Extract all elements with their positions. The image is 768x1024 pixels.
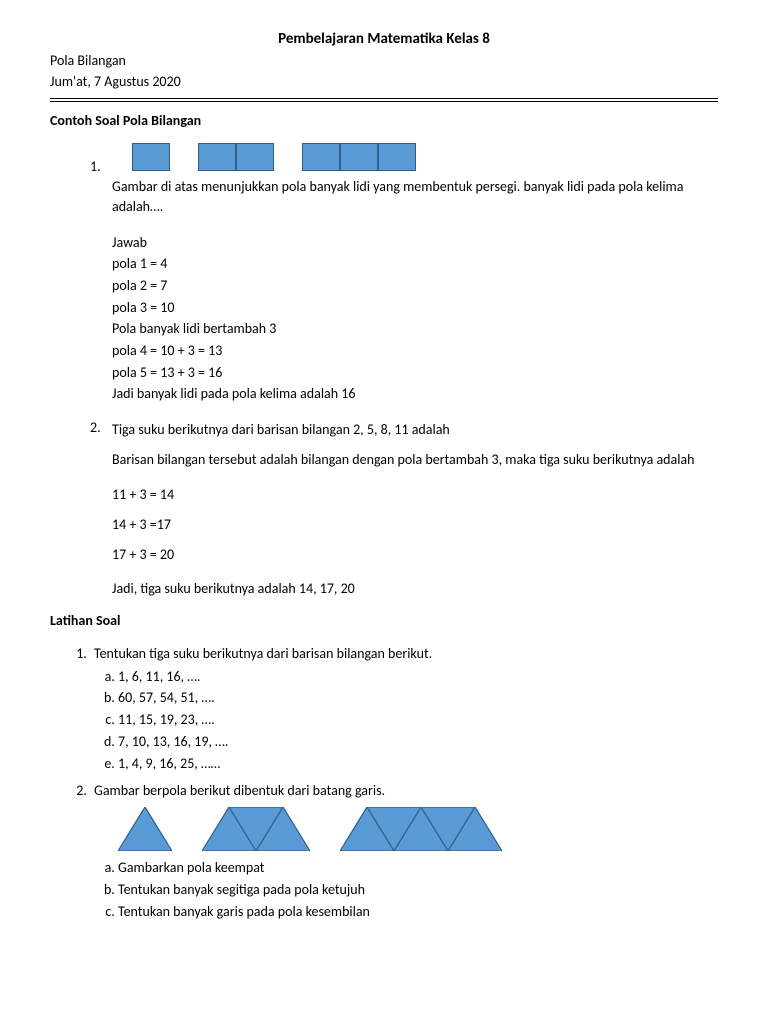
- latihan-q1-text: Tentukan tiga suku berikutnya dari baris…: [94, 645, 432, 662]
- list-item: 7, 10, 13, 16, 19, ….: [118, 731, 718, 753]
- square: [378, 143, 416, 171]
- list-item: Gambarkan pola keempat: [118, 857, 718, 879]
- answer-line: Pola banyak lidi bertambah 3: [112, 318, 718, 340]
- list-item: Tentukan banyak segitiga pada pola ketuj…: [118, 879, 718, 901]
- q1-number: 1.: [90, 158, 112, 175]
- latihan-q2-triangles: [118, 807, 718, 851]
- latihan-q2-items: Gambarkan pola keempatTentukan banyak se…: [94, 857, 718, 922]
- divider: [50, 98, 718, 102]
- q1-text: Gambar di atas menunjukkan pola banyak l…: [112, 177, 718, 218]
- date: Jum'at, 7 Agustus 2020: [50, 73, 718, 90]
- q2-number: 2.: [90, 419, 112, 440]
- topic: Pola Bilangan: [50, 52, 718, 69]
- triangle-pattern: [340, 807, 502, 851]
- latihan-q1: Tentukan tiga suku berikutnya dari baris…: [90, 643, 718, 774]
- section-contoh-title: Contoh Soal Pola Bilangan: [50, 112, 718, 129]
- square: [198, 143, 236, 171]
- square: [236, 143, 274, 171]
- q1-squares: [132, 143, 416, 171]
- q2-row: 2. Tiga suku berikutnya dari barisan bil…: [90, 419, 718, 440]
- latihan-q2-text: Gambar berpola berikut dibentuk dari bat…: [94, 782, 385, 799]
- list-item: 1, 6, 11, 16, ….: [118, 666, 718, 688]
- section-latihan-title: Latihan Soal: [50, 612, 718, 629]
- square-group: [198, 143, 274, 171]
- q1-row: 1.: [50, 143, 718, 175]
- answer-label: Jawab: [112, 232, 718, 254]
- calc-line: 11 + 3 = 14: [112, 484, 718, 506]
- square: [132, 143, 170, 171]
- q2-text: Tiga suku berikutnya dari barisan bilang…: [112, 419, 450, 440]
- list-item: 11, 15, 19, 23, ….: [118, 709, 718, 731]
- square-group: [132, 143, 170, 171]
- square-group: [302, 143, 416, 171]
- answer-line: pola 3 = 10: [112, 297, 718, 319]
- q2-calc: 11 + 3 = 14 14 + 3 =17 17 + 3 = 20: [112, 484, 718, 565]
- q2-expl: Barisan bilangan tersebut adalah bilanga…: [112, 450, 718, 470]
- list-item: 1, 4, 9, 16, 25, ……: [118, 753, 718, 775]
- triangle-pattern: [202, 807, 310, 851]
- square: [302, 143, 340, 171]
- q2-concl: Jadi, tiga suku berikutnya adalah 14, 17…: [112, 579, 718, 599]
- latihan-q1-items: 1, 6, 11, 16, ….60, 57, 54, 51, ….11, 15…: [94, 666, 718, 774]
- answer-line: pola 1 = 4: [112, 253, 718, 275]
- triangle-pattern: [118, 807, 172, 851]
- calc-line: 14 + 3 =17: [112, 514, 718, 536]
- latihan-q2: Gambar berpola berikut dibentuk dari bat…: [90, 780, 718, 922]
- list-item: 60, 57, 54, 51, ….: [118, 687, 718, 709]
- q1-answer: Jawab pola 1 = 4pola 2 = 7pola 3 = 10Pol…: [112, 232, 718, 406]
- latihan-list: Tentukan tiga suku berikutnya dari baris…: [50, 643, 718, 923]
- calc-line: 17 + 3 = 20: [112, 544, 718, 566]
- list-item: Tentukan banyak garis pada pola kesembil…: [118, 901, 718, 923]
- page-title: Pembelajaran Matematika Kelas 8: [50, 30, 718, 48]
- square: [340, 143, 378, 171]
- answer-line: pola 4 = 10 + 3 = 13: [112, 340, 718, 362]
- answer-line: Jadi banyak lidi pada pola kelima adalah…: [112, 383, 718, 405]
- answer-line: pola 5 = 13 + 3 = 16: [112, 362, 718, 384]
- answer-line: pola 2 = 7: [112, 275, 718, 297]
